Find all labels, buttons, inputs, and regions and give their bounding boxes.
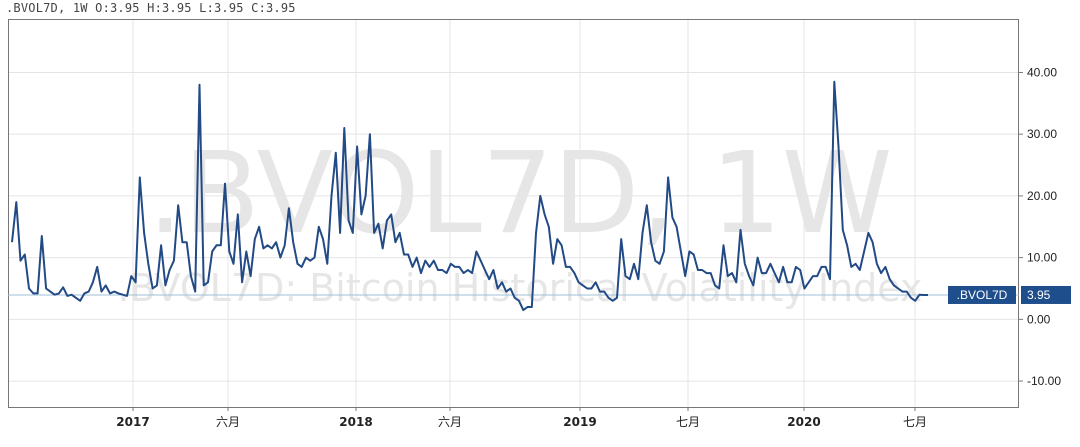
low-value: 3.95 (214, 1, 244, 15)
x-tick-label: 六月 (216, 415, 240, 429)
close-value: 3.95 (266, 1, 296, 15)
high-value: 3.95 (162, 1, 192, 15)
symbol-header: .BVOL7D, 1W O:3.95 H:3.95 L:3.95 C:3.95 (6, 1, 296, 15)
last-price-value: 3.95 (1027, 288, 1051, 302)
x-axis: 2017 六月 2018 六月 2019 七月 2020 七月 (116, 407, 927, 429)
x-tick-label: 2018 (339, 415, 372, 429)
volatility-series-line (11, 80, 928, 312)
close-label: C: (251, 1, 266, 15)
x-tick-label: 七月 (903, 415, 927, 429)
low-label: L: (199, 1, 214, 15)
chart-grid (8, 20, 1019, 407)
x-tick-label: 2019 (563, 415, 596, 429)
y-tick-label: 20.00 (1027, 189, 1057, 203)
high-label: H: (147, 1, 162, 15)
last-price-symbol: .BVOL7D (957, 288, 1008, 302)
open-value: 3.95 (110, 1, 140, 15)
y-axis: 40.00 30.00 20.00 10.00 0.00 -10.00 (1019, 65, 1061, 388)
open-label: O: (95, 1, 110, 15)
x-tick-label: 六月 (438, 415, 462, 429)
interval-label: 1W (72, 1, 88, 15)
y-tick-label: -10.00 (1027, 374, 1061, 388)
x-tick-label: 2017 (116, 415, 149, 429)
y-tick-label: 10.00 (1027, 251, 1057, 265)
last-price-symbol-box (948, 285, 1016, 304)
symbol-name: .BVOL7D, (6, 1, 66, 15)
last-price-value-box (1021, 285, 1071, 304)
last-price-label: .BVOL7D 3.95 (948, 285, 1071, 304)
y-tick-label: 0.00 (1027, 312, 1051, 326)
watermark-title: .BVOL7D, 1W (148, 129, 893, 259)
y-tick-label: 40.00 (1027, 65, 1057, 79)
x-tick-label: 七月 (676, 415, 700, 429)
y-tick-label: 30.00 (1027, 127, 1057, 141)
x-tick-label: 2020 (787, 415, 820, 429)
